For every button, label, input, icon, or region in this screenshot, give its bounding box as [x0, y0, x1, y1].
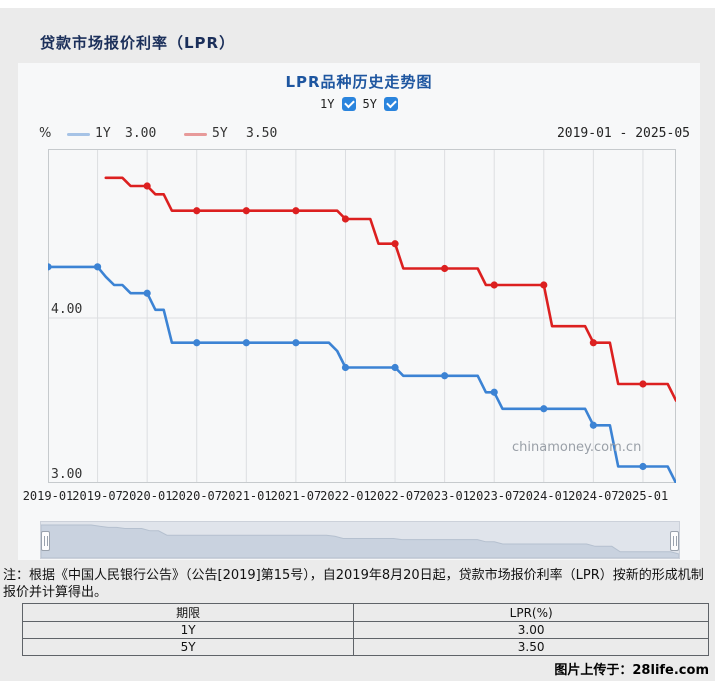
lpr-summary-table: 期限 LPR(%) 1Y 3.00 5Y 3.50 — [21, 603, 709, 656]
plot-area — [44, 149, 678, 485]
chart-title: LPR品种历史走势图 — [285, 73, 433, 91]
data-marker-1y — [540, 405, 548, 413]
data-marker-1y — [441, 372, 449, 380]
data-marker-1y — [44, 263, 52, 271]
y-axis-unit-label: % — [39, 126, 52, 141]
series-toggle-row: 1Y 5Y — [18, 96, 700, 112]
data-marker-5y — [639, 380, 647, 388]
x-tick-label: 2023-01 — [419, 489, 470, 503]
table-cell: 5Y — [21, 638, 355, 656]
series-line-5y — [104, 176, 678, 402]
table-row: 1Y 3.00 — [21, 621, 709, 639]
data-marker-1y — [490, 388, 498, 396]
date-range-label: 2019-01 - 2025-05 — [556, 126, 690, 141]
x-tick-label: 2022-01 — [320, 489, 371, 503]
table-cell: 3.00 — [353, 621, 709, 639]
data-marker-5y — [341, 215, 350, 223]
legend-value-5y: 3.50 — [246, 126, 278, 141]
checkbox-5y[interactable] — [383, 97, 398, 111]
legend-swatch-5y — [184, 133, 207, 136]
x-tick-label: 2021-01 — [221, 489, 272, 503]
table-row: 5Y 3.50 — [21, 638, 709, 656]
top-white-strip — [0, 0, 715, 8]
series-line-1y — [46, 265, 678, 485]
x-tick-label: 2024-07 — [568, 489, 619, 503]
data-marker-1y — [589, 421, 597, 429]
lpr-line-chart — [44, 149, 678, 485]
data-marker-5y — [242, 207, 250, 215]
table-header-row: 期限 LPR(%) — [21, 603, 709, 622]
data-marker-5y — [193, 207, 201, 215]
legend-swatch-1y — [67, 133, 90, 136]
data-marker-5y — [391, 240, 399, 248]
x-tick-label: 2024-01 — [518, 489, 570, 503]
x-tick-label: 2019-01 — [22, 489, 74, 503]
data-marker-5y — [143, 182, 151, 190]
y-tick-3: 3.00 — [51, 467, 83, 482]
legend-name-1y[interactable]: 1Y — [95, 126, 111, 141]
x-tick-label: 2019-07 — [72, 489, 123, 503]
data-marker-5y — [292, 207, 300, 215]
table-header-cell: LPR(%) — [353, 603, 709, 622]
x-tick-label: 2020-07 — [171, 489, 223, 503]
x-tick-label: 2022-07 — [369, 489, 421, 503]
footnote: 注：根据《中国人民银行公告》（公告[2019]第15号），自2019年8月20日… — [3, 568, 704, 600]
page-title: 贷款市场报价利率（LPR） — [40, 34, 236, 52]
legend: % 1Y 3.00 5Y 3.50 2019-01 - 2025-05 — [18, 126, 700, 144]
lpr-chart-panel: LPR品种历史走势图 1Y 5Y % 1Y 3.00 5Y 3.50 2019-… — [18, 63, 700, 560]
plot-border — [48, 149, 676, 483]
x-axis-labels: 2019-01 2019-07 2020-01 2020-07 2021-01 2021-… — [18, 489, 700, 505]
data-zoom-navigator[interactable] — [40, 521, 680, 559]
x-tick-label: 2020-01 — [121, 489, 173, 503]
checkbox-label-1y: 1Y — [320, 97, 335, 111]
x-tick-label: 2025-01 — [617, 489, 669, 503]
data-marker-5y — [490, 281, 498, 289]
data-marker-1y — [639, 462, 647, 471]
data-marker-1y — [143, 289, 151, 297]
data-marker-1y — [292, 339, 300, 347]
navigator-right-handle[interactable] — [670, 531, 679, 551]
table-cell: 1Y — [21, 621, 355, 639]
legend-value-1y: 3.00 — [125, 126, 157, 141]
checkbox-label-5y: 5Y — [362, 97, 377, 111]
data-marker-1y — [93, 263, 102, 271]
table-header-cell: 期限 — [21, 603, 355, 622]
navigator-area — [40, 524, 680, 559]
data-marker-5y — [540, 281, 548, 289]
table-cell: 3.50 — [353, 638, 709, 656]
data-marker-1y — [193, 339, 201, 347]
data-marker-1y — [242, 339, 250, 347]
data-marker-5y — [441, 264, 449, 273]
navigator-mini-chart — [40, 524, 680, 559]
data-marker-1y — [391, 363, 399, 372]
watermark: chinamoney.com.cn — [512, 440, 642, 455]
y-tick-4: 4.00 — [51, 302, 83, 317]
data-marker-1y — [341, 363, 350, 372]
data-marker-5y — [589, 339, 597, 347]
x-tick-label: 2021-07 — [270, 489, 322, 503]
upload-credit: 图片上传于：28life.com — [554, 663, 709, 678]
x-tick-label: 2023-07 — [468, 489, 520, 503]
checkbox-1y[interactable] — [341, 97, 356, 111]
legend-name-5y[interactable]: 5Y — [212, 126, 228, 141]
navigator-left-handle[interactable] — [41, 531, 50, 551]
